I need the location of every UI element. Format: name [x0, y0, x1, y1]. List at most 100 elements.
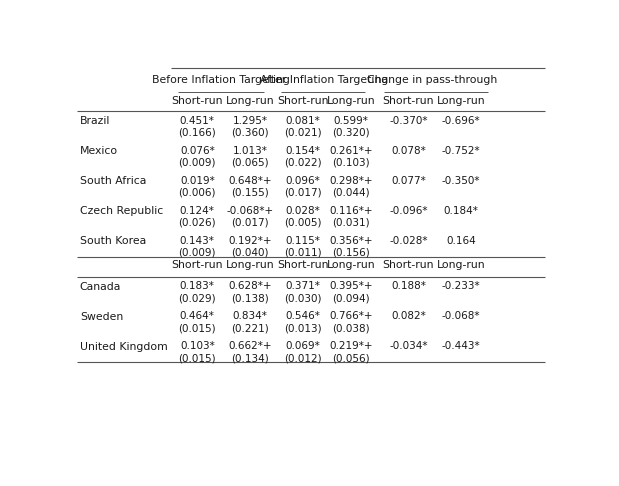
Text: 0.184*: 0.184*: [444, 206, 478, 216]
Text: (0.005): (0.005): [284, 218, 322, 228]
Text: (0.040): (0.040): [232, 248, 269, 258]
Text: (0.022): (0.022): [284, 158, 322, 168]
Text: 0.188*: 0.188*: [391, 281, 426, 291]
Text: (0.031): (0.031): [332, 218, 370, 228]
Text: (0.009): (0.009): [178, 248, 216, 258]
Text: (0.103): (0.103): [332, 158, 370, 168]
Text: (0.006): (0.006): [178, 188, 216, 198]
Text: 0.192*+: 0.192*+: [228, 236, 272, 246]
Text: (0.221): (0.221): [232, 323, 269, 333]
Text: (0.038): (0.038): [332, 323, 370, 333]
Text: (0.134): (0.134): [232, 353, 269, 363]
Text: 0.078*: 0.078*: [391, 146, 426, 156]
Text: 0.395*+: 0.395*+: [329, 281, 373, 291]
Text: Mexico: Mexico: [80, 146, 118, 156]
Text: 0.019*: 0.019*: [180, 176, 215, 186]
Text: (0.138): (0.138): [232, 294, 269, 303]
Text: (0.026): (0.026): [178, 218, 216, 228]
Text: 1.013*: 1.013*: [233, 146, 267, 156]
Text: Long-run: Long-run: [437, 260, 485, 270]
Text: 0.628*+: 0.628*+: [228, 281, 272, 291]
Text: Long-run: Long-run: [326, 260, 375, 270]
Text: (0.013): (0.013): [284, 323, 322, 333]
Text: -0.370*: -0.370*: [389, 116, 428, 126]
Text: Long-run: Long-run: [437, 96, 485, 106]
Text: Short-run: Short-run: [171, 260, 223, 270]
Text: 1.295*: 1.295*: [233, 116, 267, 126]
Text: 0.298*+: 0.298*+: [329, 176, 373, 186]
Text: -0.696*: -0.696*: [442, 116, 480, 126]
Text: South Africa: South Africa: [80, 176, 146, 186]
Text: (0.009): (0.009): [178, 158, 216, 168]
Text: 0.599*: 0.599*: [334, 116, 368, 126]
Text: 0.371*: 0.371*: [285, 281, 320, 291]
Text: Long-run: Long-run: [326, 96, 375, 106]
Text: After Inflation Targeting: After Inflation Targeting: [261, 75, 389, 85]
Text: -0.068*: -0.068*: [442, 312, 480, 321]
Text: (0.012): (0.012): [284, 353, 322, 363]
Text: Short-run: Short-run: [277, 96, 329, 106]
Text: -0.752*: -0.752*: [442, 146, 480, 156]
Text: Short-run: Short-run: [277, 260, 329, 270]
Text: (0.166): (0.166): [178, 128, 216, 138]
Text: -0.068*+: -0.068*+: [227, 206, 274, 216]
Text: 0.124*: 0.124*: [180, 206, 215, 216]
Text: (0.017): (0.017): [284, 188, 322, 198]
Text: (0.094): (0.094): [332, 294, 370, 303]
Text: (0.017): (0.017): [232, 218, 269, 228]
Text: (0.021): (0.021): [284, 128, 322, 138]
Text: -0.028*: -0.028*: [389, 236, 428, 246]
Text: (0.155): (0.155): [232, 188, 269, 198]
Text: (0.030): (0.030): [284, 294, 322, 303]
Text: 0.081*: 0.081*: [285, 116, 320, 126]
Text: -0.034*: -0.034*: [389, 341, 428, 351]
Text: 0.648*+: 0.648*+: [228, 176, 272, 186]
Text: 0.261*+: 0.261*+: [329, 146, 373, 156]
Text: United Kingdom: United Kingdom: [80, 342, 168, 351]
Text: 0.766*+: 0.766*+: [329, 312, 373, 321]
Text: Short-run: Short-run: [383, 96, 434, 106]
Text: Change in pass-through: Change in pass-through: [367, 75, 498, 85]
Text: 0.154*: 0.154*: [285, 146, 320, 156]
Text: 0.183*: 0.183*: [180, 281, 215, 291]
Text: 0.356*+: 0.356*+: [329, 236, 373, 246]
Text: Sweden: Sweden: [80, 312, 123, 322]
Text: (0.015): (0.015): [178, 323, 216, 333]
Text: 0.451*: 0.451*: [180, 116, 215, 126]
Text: -0.350*: -0.350*: [442, 176, 480, 186]
Text: Brazil: Brazil: [80, 116, 110, 126]
Text: (0.044): (0.044): [332, 188, 370, 198]
Text: 0.076*: 0.076*: [180, 146, 215, 156]
Text: Before Inflation Targeting: Before Inflation Targeting: [152, 75, 290, 85]
Text: -0.443*: -0.443*: [442, 341, 480, 351]
Text: 0.116*+: 0.116*+: [329, 206, 373, 216]
Text: South Korea: South Korea: [80, 236, 146, 246]
Text: 0.164: 0.164: [446, 236, 476, 246]
Text: (0.156): (0.156): [332, 248, 370, 258]
Text: 0.082*: 0.082*: [391, 312, 426, 321]
Text: Czech Republic: Czech Republic: [80, 206, 163, 216]
Text: (0.056): (0.056): [332, 353, 370, 363]
Text: (0.320): (0.320): [332, 128, 370, 138]
Text: 0.662*+: 0.662*+: [228, 341, 272, 351]
Text: 0.069*: 0.069*: [285, 341, 320, 351]
Text: 0.464*: 0.464*: [180, 312, 215, 321]
Text: 0.219*+: 0.219*+: [329, 341, 373, 351]
Text: 0.028*: 0.028*: [285, 206, 320, 216]
Text: Long-run: Long-run: [226, 260, 274, 270]
Text: 0.077*: 0.077*: [391, 176, 426, 186]
Text: (0.360): (0.360): [232, 128, 269, 138]
Text: 0.143*: 0.143*: [180, 236, 215, 246]
Text: (0.015): (0.015): [178, 353, 216, 363]
Text: -0.096*: -0.096*: [389, 206, 428, 216]
Text: -0.233*: -0.233*: [442, 281, 480, 291]
Text: 0.103*: 0.103*: [180, 341, 215, 351]
Text: 0.546*: 0.546*: [285, 312, 320, 321]
Text: 0.115*: 0.115*: [285, 236, 320, 246]
Text: 0.834*: 0.834*: [233, 312, 267, 321]
Text: (0.029): (0.029): [178, 294, 216, 303]
Text: (0.065): (0.065): [232, 158, 269, 168]
Text: Canada: Canada: [80, 282, 121, 292]
Text: 0.096*: 0.096*: [285, 176, 320, 186]
Text: Short-run: Short-run: [171, 96, 223, 106]
